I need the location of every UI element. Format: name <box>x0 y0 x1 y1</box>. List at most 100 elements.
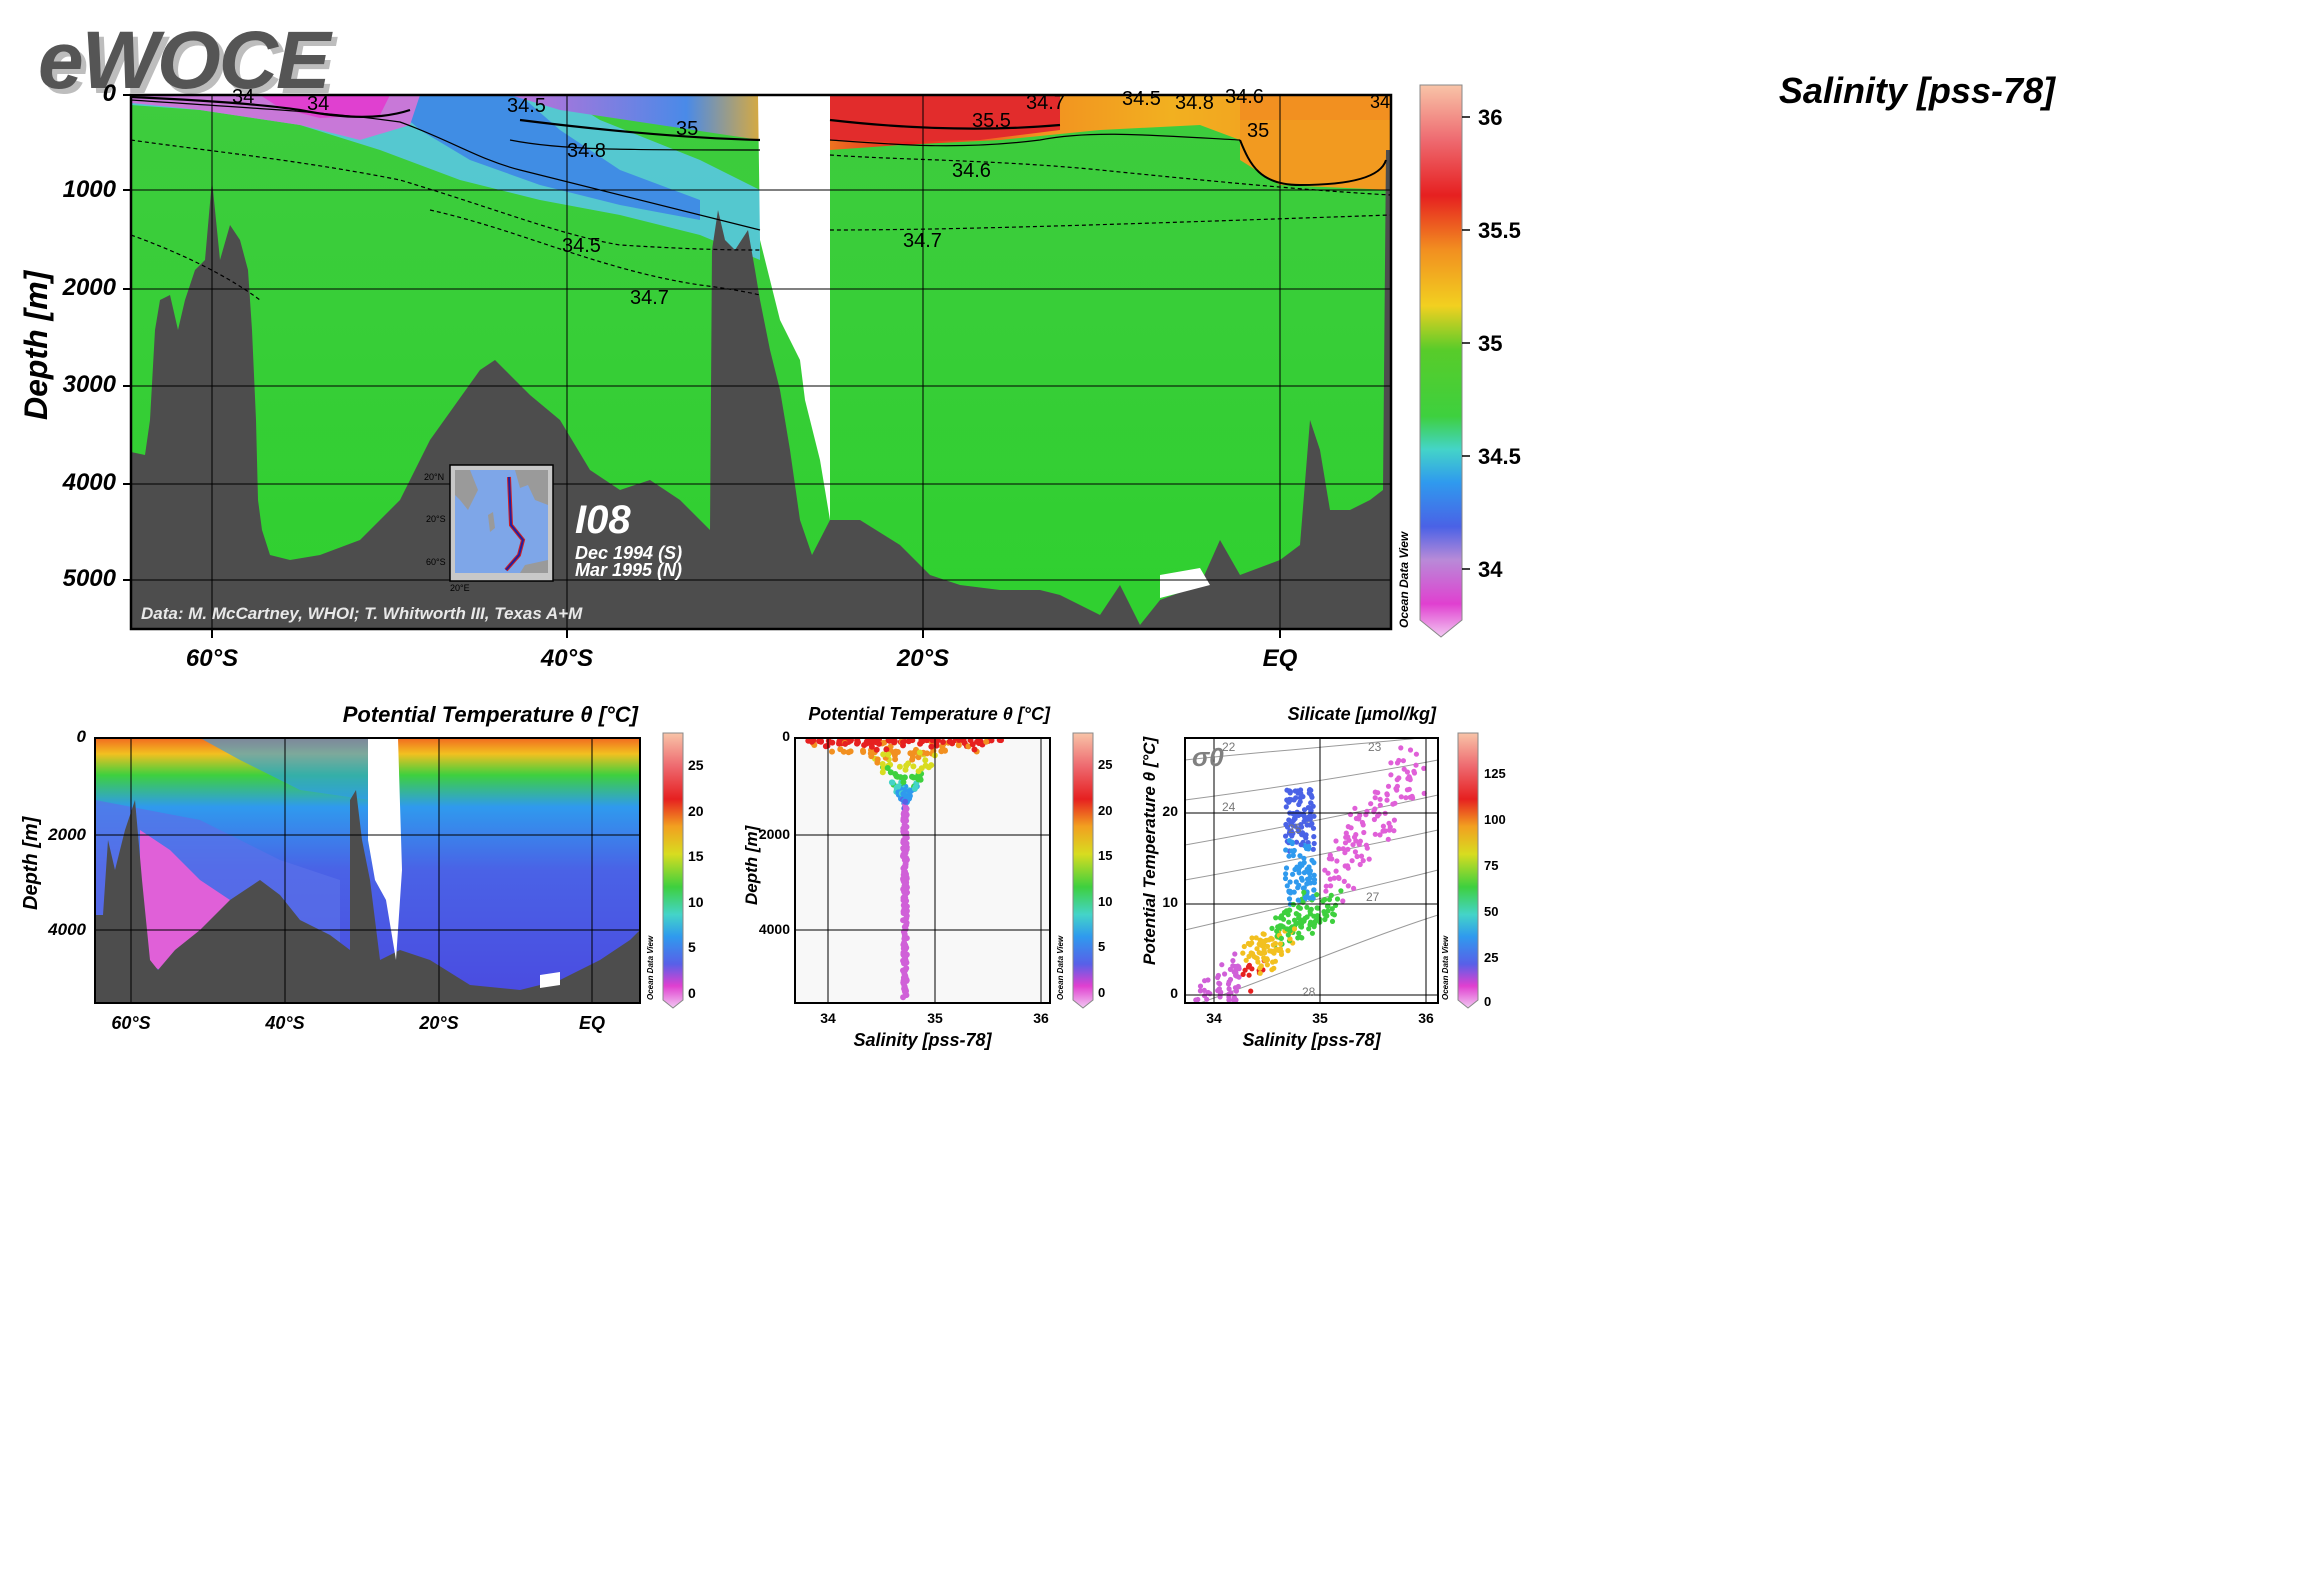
ts-point <box>1363 842 1369 848</box>
ts-point <box>1286 799 1292 805</box>
ts-point <box>1287 790 1293 796</box>
ts-ytick: 20 <box>1162 803 1178 819</box>
scatter-point <box>940 739 946 745</box>
main-colorbar-tick: 34 <box>1478 557 1503 582</box>
ts-point <box>1201 987 1207 994</box>
ts-point <box>1323 883 1329 889</box>
ts-point <box>1342 850 1348 856</box>
ts-point <box>1349 858 1355 864</box>
ts-point <box>1301 860 1307 866</box>
ts-point <box>1322 911 1328 917</box>
ts-point <box>1307 921 1313 928</box>
scatter-point <box>883 746 890 753</box>
ts-point <box>1380 828 1386 834</box>
scatter-point <box>911 785 918 792</box>
ts-point <box>1291 847 1297 854</box>
ts-point <box>1246 972 1252 978</box>
isopycnal-label: 25 <box>1288 822 1302 836</box>
scatter-point <box>902 881 909 888</box>
main-title: Salinity [pss-78] <box>1778 70 2055 111</box>
ts-point <box>1248 988 1254 994</box>
ts-point <box>1409 793 1415 799</box>
scatter-point <box>971 746 978 753</box>
scatter-point <box>901 956 908 963</box>
scatter-point <box>825 737 832 744</box>
ts-point <box>1295 885 1301 891</box>
ts-point <box>1197 983 1204 989</box>
scatter-point <box>860 747 866 754</box>
temp-section-colorbar-tick: 10 <box>688 894 704 910</box>
ts-point <box>1329 906 1335 912</box>
section-date-south: Dec 1994 (S) <box>575 543 683 563</box>
ts-point <box>1283 871 1289 877</box>
ts-xtick: 36 <box>1418 1010 1434 1026</box>
ts-point <box>1291 917 1298 923</box>
ts-point <box>1384 797 1390 803</box>
ts-point <box>1333 838 1339 844</box>
ts-point <box>1240 971 1246 978</box>
scatter-point <box>933 741 940 748</box>
ts-point <box>1351 885 1357 891</box>
ts-point <box>1361 829 1367 836</box>
ts-point <box>1325 903 1331 909</box>
scatter-point <box>879 769 886 776</box>
ts-point <box>1343 834 1349 840</box>
scatter-point <box>900 739 906 746</box>
main-xtick: 20°S <box>896 645 950 672</box>
ts-point <box>1254 946 1260 952</box>
ts-point <box>1282 875 1289 882</box>
depth-salinity-xtick: 36 <box>1033 1010 1049 1026</box>
scatter-point <box>888 779 895 786</box>
scatter-point <box>902 833 909 840</box>
ts-point <box>1287 936 1293 942</box>
scatter-point <box>903 805 910 812</box>
contour-label: 34.6 <box>952 160 991 182</box>
scatter-point <box>896 763 903 770</box>
ts-point <box>1398 745 1404 751</box>
main-ytick: 4000 <box>62 469 116 496</box>
scatter-point <box>928 743 935 750</box>
ts-point <box>1353 832 1359 838</box>
scatter-point <box>900 825 907 832</box>
ts-point <box>1195 996 1201 1003</box>
main-xtick: EQ <box>1262 645 1298 672</box>
depth-salinity-colorbar-tick: 10 <box>1098 894 1113 909</box>
scatter-point <box>845 749 852 756</box>
temp-section-colorbar-tick: 0 <box>688 985 696 1001</box>
ts-point <box>1404 787 1410 793</box>
ts-colorbar-tick: 100 <box>1484 812 1506 827</box>
ts-point <box>1298 842 1304 848</box>
ts-point <box>1219 962 1225 968</box>
ts-point <box>1352 805 1358 811</box>
ts-point <box>1222 971 1228 977</box>
ts-point <box>1301 889 1307 896</box>
ts-point <box>1385 783 1392 789</box>
scatter-point <box>949 740 956 747</box>
scatter-point <box>922 757 929 764</box>
ts-point <box>1241 943 1247 950</box>
ts-point <box>1311 840 1317 847</box>
ts-point <box>1343 830 1349 836</box>
ts-point <box>1314 892 1320 898</box>
ts-point <box>1296 930 1302 936</box>
ts-colorbar-tick: 25 <box>1484 950 1499 965</box>
scatter-point <box>900 815 907 822</box>
ts-ytick: 0 <box>1170 985 1178 1001</box>
ts-point <box>1291 889 1297 895</box>
ts-point <box>1320 898 1326 904</box>
ts-xlabel: Salinity [pss-78] <box>1242 1030 1381 1050</box>
ts-point <box>1310 846 1316 852</box>
ts-point <box>1377 832 1383 838</box>
ts-point <box>1308 792 1314 799</box>
ts-point <box>1411 768 1417 774</box>
ts-point <box>1285 912 1291 918</box>
scatter-point <box>903 903 910 910</box>
scatter-point <box>868 743 875 750</box>
ts-point <box>1295 826 1301 832</box>
ts-point <box>1304 822 1310 828</box>
odv-label: Ocean Data View <box>646 935 655 1000</box>
ts-point <box>1247 942 1253 948</box>
ts-point <box>1260 931 1266 937</box>
ts-point <box>1201 993 1208 999</box>
ts-point <box>1307 871 1313 877</box>
